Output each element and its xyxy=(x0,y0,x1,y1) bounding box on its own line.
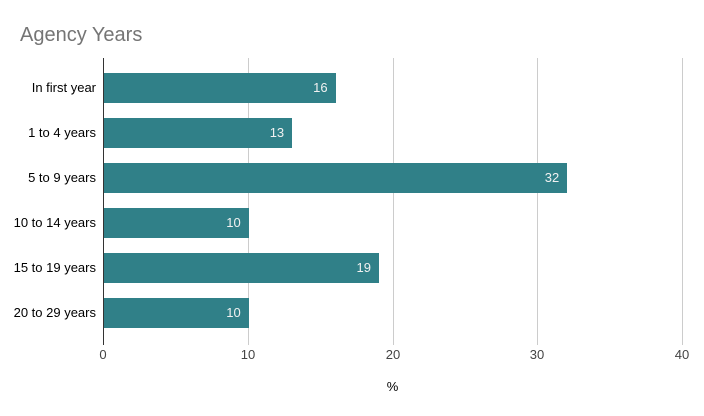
category-label: 20 to 29 years xyxy=(13,305,96,320)
x-tick-label: 10 xyxy=(240,347,256,362)
category-label: In first year xyxy=(31,80,96,95)
gridline xyxy=(248,58,249,345)
bar: 13 xyxy=(104,118,293,148)
gridline xyxy=(537,58,538,345)
bar-value-label: 16 xyxy=(313,80,328,95)
category-label: 1 to 4 years xyxy=(28,125,96,140)
category-label: 15 to 19 years xyxy=(13,260,96,275)
x-axis-title: % xyxy=(386,379,399,394)
bar: 10 xyxy=(104,298,249,328)
y-axis-line xyxy=(103,58,104,345)
x-tick-label: 20 xyxy=(385,347,401,362)
x-tick-label: 30 xyxy=(529,347,545,362)
bar: 32 xyxy=(104,163,568,193)
bar-value-label: 13 xyxy=(269,125,285,140)
bar-value-label: 10 xyxy=(226,305,241,320)
gridline xyxy=(682,58,683,345)
bar: 16 xyxy=(104,73,336,103)
x-tick-label: 0 xyxy=(99,347,107,362)
bar: 10 xyxy=(104,208,249,238)
bar-value-label: 32 xyxy=(544,170,560,185)
chart-title: Agency Years xyxy=(20,24,143,46)
category-label: 5 to 9 years xyxy=(28,170,96,185)
gridline xyxy=(393,58,394,345)
bar: 19 xyxy=(104,253,380,283)
bar-value-label: 10 xyxy=(226,215,241,230)
plot-area: 16 13 32 10 19 10 xyxy=(103,58,683,345)
category-label: 10 to 14 years xyxy=(13,215,96,230)
bar-value-label: 19 xyxy=(356,260,372,275)
x-tick-label: 40 xyxy=(674,347,690,362)
